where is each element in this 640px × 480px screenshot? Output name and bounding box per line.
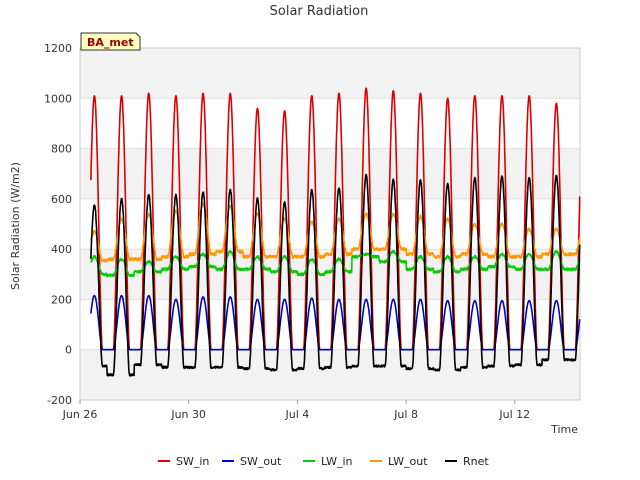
legend-label: SW_in bbox=[176, 455, 209, 468]
y-axis-ticks: -200 0 200 400 600 800 1000 1200 bbox=[44, 42, 72, 407]
x-tick-label: Jun 26 bbox=[62, 408, 98, 421]
y-tick-label: 600 bbox=[51, 193, 72, 206]
station-badge-label: BA_met bbox=[87, 36, 134, 49]
x-tick-label: Jun 30 bbox=[170, 408, 206, 421]
legend-label: LW_in bbox=[321, 455, 353, 468]
legend-item-sw_in: SW_in bbox=[158, 455, 209, 468]
legend: SW_in SW_out LW_in LW_out Rnet bbox=[158, 455, 489, 468]
y-axis-label: Solar Radiation (W/m2) bbox=[9, 162, 22, 290]
y-tick-label: 0 bbox=[65, 344, 72, 357]
plot-band bbox=[80, 48, 580, 99]
station-badge: BA_met bbox=[80, 32, 141, 51]
series-lines bbox=[90, 87, 581, 377]
x-tick-label: Jul 4 bbox=[285, 408, 310, 421]
x-axis-ticks: Jun 26 Jun 30 Jul 4 Jul 8 Jul 12 bbox=[62, 400, 530, 421]
y-tick-label: 400 bbox=[51, 243, 72, 256]
x-tick-label: Jul 12 bbox=[498, 408, 530, 421]
y-tick-label: 800 bbox=[51, 143, 72, 156]
legend-item-lw_out: LW_out bbox=[370, 455, 428, 468]
series-line-rnet bbox=[90, 173, 581, 377]
series-line-sw_in bbox=[90, 87, 581, 351]
legend-label: SW_out bbox=[240, 455, 282, 468]
legend-item-lw_in: LW_in bbox=[303, 455, 353, 468]
legend-label: Rnet bbox=[463, 455, 489, 468]
series-line-sw_out bbox=[90, 294, 581, 351]
plot-band bbox=[80, 349, 580, 400]
plot-frame bbox=[79, 47, 581, 401]
chart-title: Solar Radiation bbox=[270, 4, 369, 19]
y-tick-label: 200 bbox=[51, 293, 72, 306]
x-tick-label: Jul 8 bbox=[393, 408, 418, 421]
plot-band bbox=[80, 148, 580, 199]
y-tick-label: -200 bbox=[47, 394, 72, 407]
station-badge-box bbox=[80, 32, 141, 51]
legend-label: LW_out bbox=[388, 455, 428, 468]
legend-item-sw_out: SW_out bbox=[222, 455, 282, 468]
y-tick-label: 1200 bbox=[44, 42, 72, 55]
y-tick-label: 1000 bbox=[44, 92, 72, 105]
x-axis-label: Time bbox=[550, 423, 578, 436]
legend-item-rnet: Rnet bbox=[445, 455, 489, 468]
